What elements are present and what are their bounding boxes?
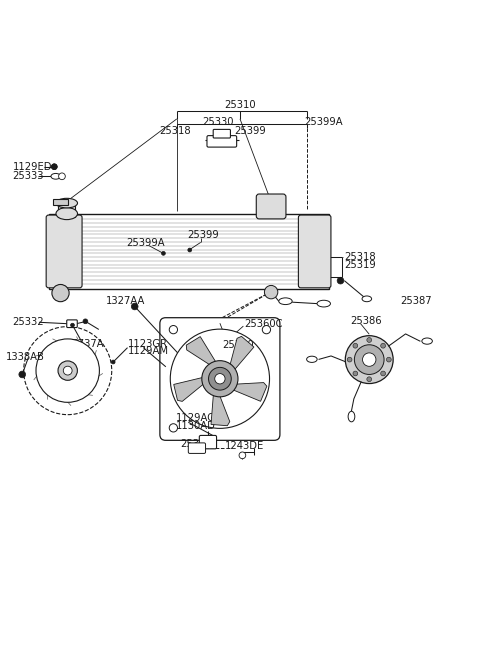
Polygon shape [186,336,220,370]
Text: 1338AB: 1338AB [5,352,44,362]
Circle shape [24,327,112,415]
Text: 25399A: 25399A [126,238,165,248]
Circle shape [51,164,57,170]
FancyBboxPatch shape [213,129,230,138]
Circle shape [347,357,352,362]
Bar [58,203,75,217]
Text: 25332: 25332 [12,317,44,327]
Circle shape [367,377,372,382]
Text: 25350: 25350 [222,340,253,350]
FancyBboxPatch shape [46,215,82,288]
Circle shape [337,277,344,284]
Polygon shape [225,382,267,401]
Circle shape [132,303,138,310]
Text: 1130AD: 1130AD [175,421,215,431]
Polygon shape [211,386,230,426]
Circle shape [381,371,385,376]
Circle shape [386,357,391,362]
Circle shape [71,323,74,327]
Bar [53,199,68,205]
Circle shape [381,344,385,348]
FancyBboxPatch shape [160,318,280,440]
Text: 25360C: 25360C [244,319,282,328]
Text: 25386: 25386 [350,316,382,327]
Ellipse shape [56,208,77,219]
FancyBboxPatch shape [188,443,205,453]
Circle shape [208,367,231,390]
Circle shape [36,339,99,402]
Circle shape [58,361,77,380]
Text: 1327AA: 1327AA [106,296,145,306]
Text: 97737A: 97737A [65,339,104,349]
Circle shape [169,325,178,334]
Circle shape [202,361,238,397]
Text: 25399A: 25399A [305,117,343,127]
Circle shape [51,164,57,170]
FancyBboxPatch shape [199,436,216,449]
FancyBboxPatch shape [256,194,286,219]
Circle shape [345,336,393,384]
Circle shape [354,345,384,374]
FancyBboxPatch shape [207,135,237,147]
Text: 25387: 25387 [400,296,432,306]
Ellipse shape [307,356,317,363]
Circle shape [63,366,72,375]
Ellipse shape [422,338,432,344]
Text: 1129AG: 1129AG [175,413,216,424]
Text: 25399: 25399 [234,126,266,136]
Circle shape [169,424,178,432]
Bar [48,214,328,289]
Circle shape [215,374,225,384]
Text: 1123GR: 1123GR [128,339,168,349]
Text: 25310: 25310 [224,101,256,110]
Text: 1243DE: 1243DE [225,441,264,451]
Circle shape [264,285,278,299]
Ellipse shape [51,173,60,179]
Circle shape [353,371,358,376]
Text: 25318: 25318 [159,126,191,136]
Circle shape [19,371,25,378]
Polygon shape [174,375,211,401]
Polygon shape [228,336,254,376]
Circle shape [111,360,115,364]
Text: 1129ED: 1129ED [12,162,52,171]
Text: 25333: 25333 [12,171,44,181]
Circle shape [353,344,358,348]
Ellipse shape [317,300,330,307]
Ellipse shape [56,198,77,208]
Text: 25399: 25399 [187,230,219,240]
Circle shape [367,338,372,342]
Circle shape [59,173,65,179]
Circle shape [52,284,69,302]
Circle shape [362,353,376,367]
Text: 25330: 25330 [203,117,234,127]
Text: 1129AM: 1129AM [128,346,168,357]
Text: 25318: 25318 [344,252,376,261]
FancyBboxPatch shape [67,320,77,328]
Circle shape [239,452,246,459]
Circle shape [161,252,165,256]
Circle shape [170,329,270,428]
Circle shape [188,248,192,252]
Ellipse shape [348,411,355,422]
Ellipse shape [279,298,292,305]
Circle shape [83,319,88,324]
FancyBboxPatch shape [299,215,331,288]
Ellipse shape [362,296,372,302]
Circle shape [262,325,271,334]
Text: 25319: 25319 [344,260,376,270]
Text: 25338: 25338 [180,440,212,449]
